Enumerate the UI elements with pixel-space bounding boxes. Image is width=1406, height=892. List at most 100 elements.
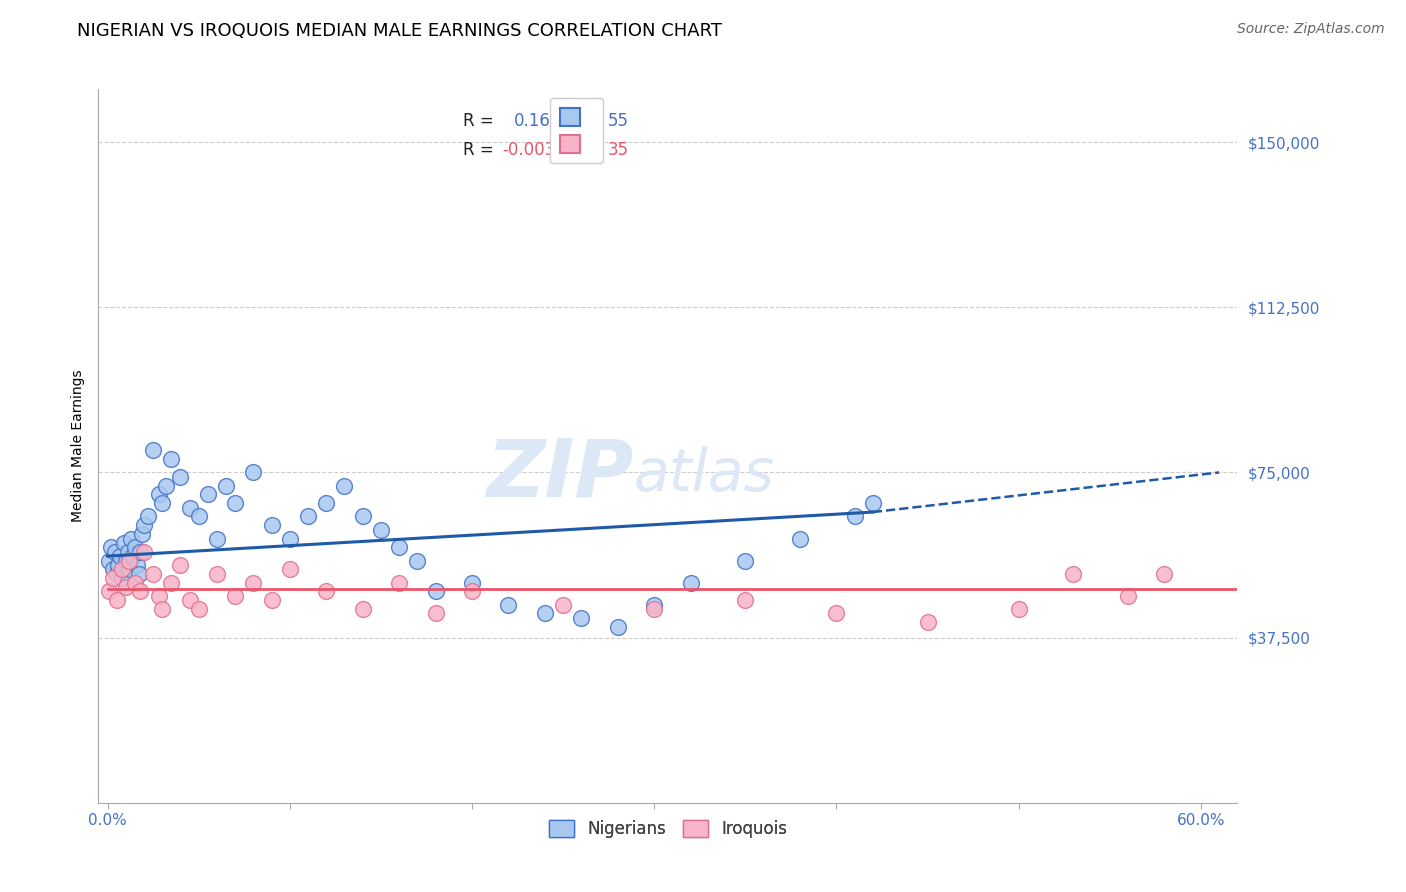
Point [734,553,756,567]
Point [425,607,447,621]
Point [278,562,301,576]
Text: R =: R = [463,112,499,130]
Text: ZIP: ZIP [486,435,634,514]
Point [148,487,170,501]
Text: N =: N = [571,112,607,130]
Point [142,566,165,581]
Point [125,558,148,572]
Point [124,541,146,555]
Point [197,487,219,501]
Point [100,541,122,555]
Point [734,593,756,607]
Point [114,580,136,594]
Point [101,571,124,585]
Point [105,593,128,607]
Text: Source: ZipAtlas.com: Source: ZipAtlas.com [1237,22,1385,37]
Text: 35: 35 [607,141,628,159]
Point [844,509,866,524]
Text: N =: N = [571,141,607,159]
Point [1007,602,1029,616]
Point [370,523,392,537]
Y-axis label: Median Male Earnings: Median Male Earnings [70,369,84,523]
Point [187,602,209,616]
Point [388,541,411,555]
Point [406,553,429,567]
Point [160,452,183,467]
Text: 55: 55 [607,112,628,130]
Point [242,466,264,480]
Point [148,589,170,603]
Point [425,584,447,599]
Point [315,584,337,599]
Text: 0.162: 0.162 [515,112,561,130]
Point [169,470,191,484]
Point [155,478,177,492]
Point [105,566,128,581]
Point [297,509,319,524]
Point [461,575,484,590]
Point [461,584,484,599]
Point [569,611,592,625]
Point [789,532,811,546]
Text: -0.003: -0.003 [503,141,555,159]
Point [122,549,145,563]
Point [114,553,136,567]
Point [224,496,246,510]
Point [917,615,939,630]
Point [160,575,183,590]
Point [333,478,356,492]
Point [117,545,139,559]
Point [111,571,134,585]
Point [260,593,283,607]
Point [132,545,155,559]
Point [101,562,124,576]
Point [169,558,191,572]
Point [643,598,665,612]
Point [150,496,173,510]
Point [187,509,209,524]
Point [534,607,557,621]
Point [862,496,884,510]
Point [679,575,702,590]
Point [215,478,238,492]
Point [179,593,201,607]
Point [136,509,159,524]
Point [150,602,173,616]
Point [98,584,121,599]
Point [132,518,155,533]
Point [352,509,374,524]
Point [205,566,228,581]
Point [278,532,301,546]
Point [124,575,146,590]
Point [606,619,628,633]
Legend: Nigerians, Iroquois: Nigerians, Iroquois [543,813,793,845]
Point [1062,566,1084,581]
Point [1153,566,1175,581]
Point [120,532,142,546]
Point [205,532,228,546]
Point [128,566,150,581]
Point [825,607,848,621]
Point [118,553,141,567]
Text: R =: R = [463,141,499,159]
Point [110,549,132,563]
Point [104,545,127,559]
Text: atlas: atlas [634,446,775,503]
Point [131,527,153,541]
Point [179,500,201,515]
Point [498,598,520,612]
Point [111,562,134,576]
Point [551,598,574,612]
Point [352,602,374,616]
Point [643,602,665,616]
Point [1116,589,1139,603]
Point [129,545,152,559]
Point [107,558,129,572]
Point [98,553,121,567]
Point [260,518,283,533]
Point [315,496,337,510]
Point [242,575,264,590]
Point [118,562,141,576]
Point [112,536,135,550]
Point [129,584,152,599]
